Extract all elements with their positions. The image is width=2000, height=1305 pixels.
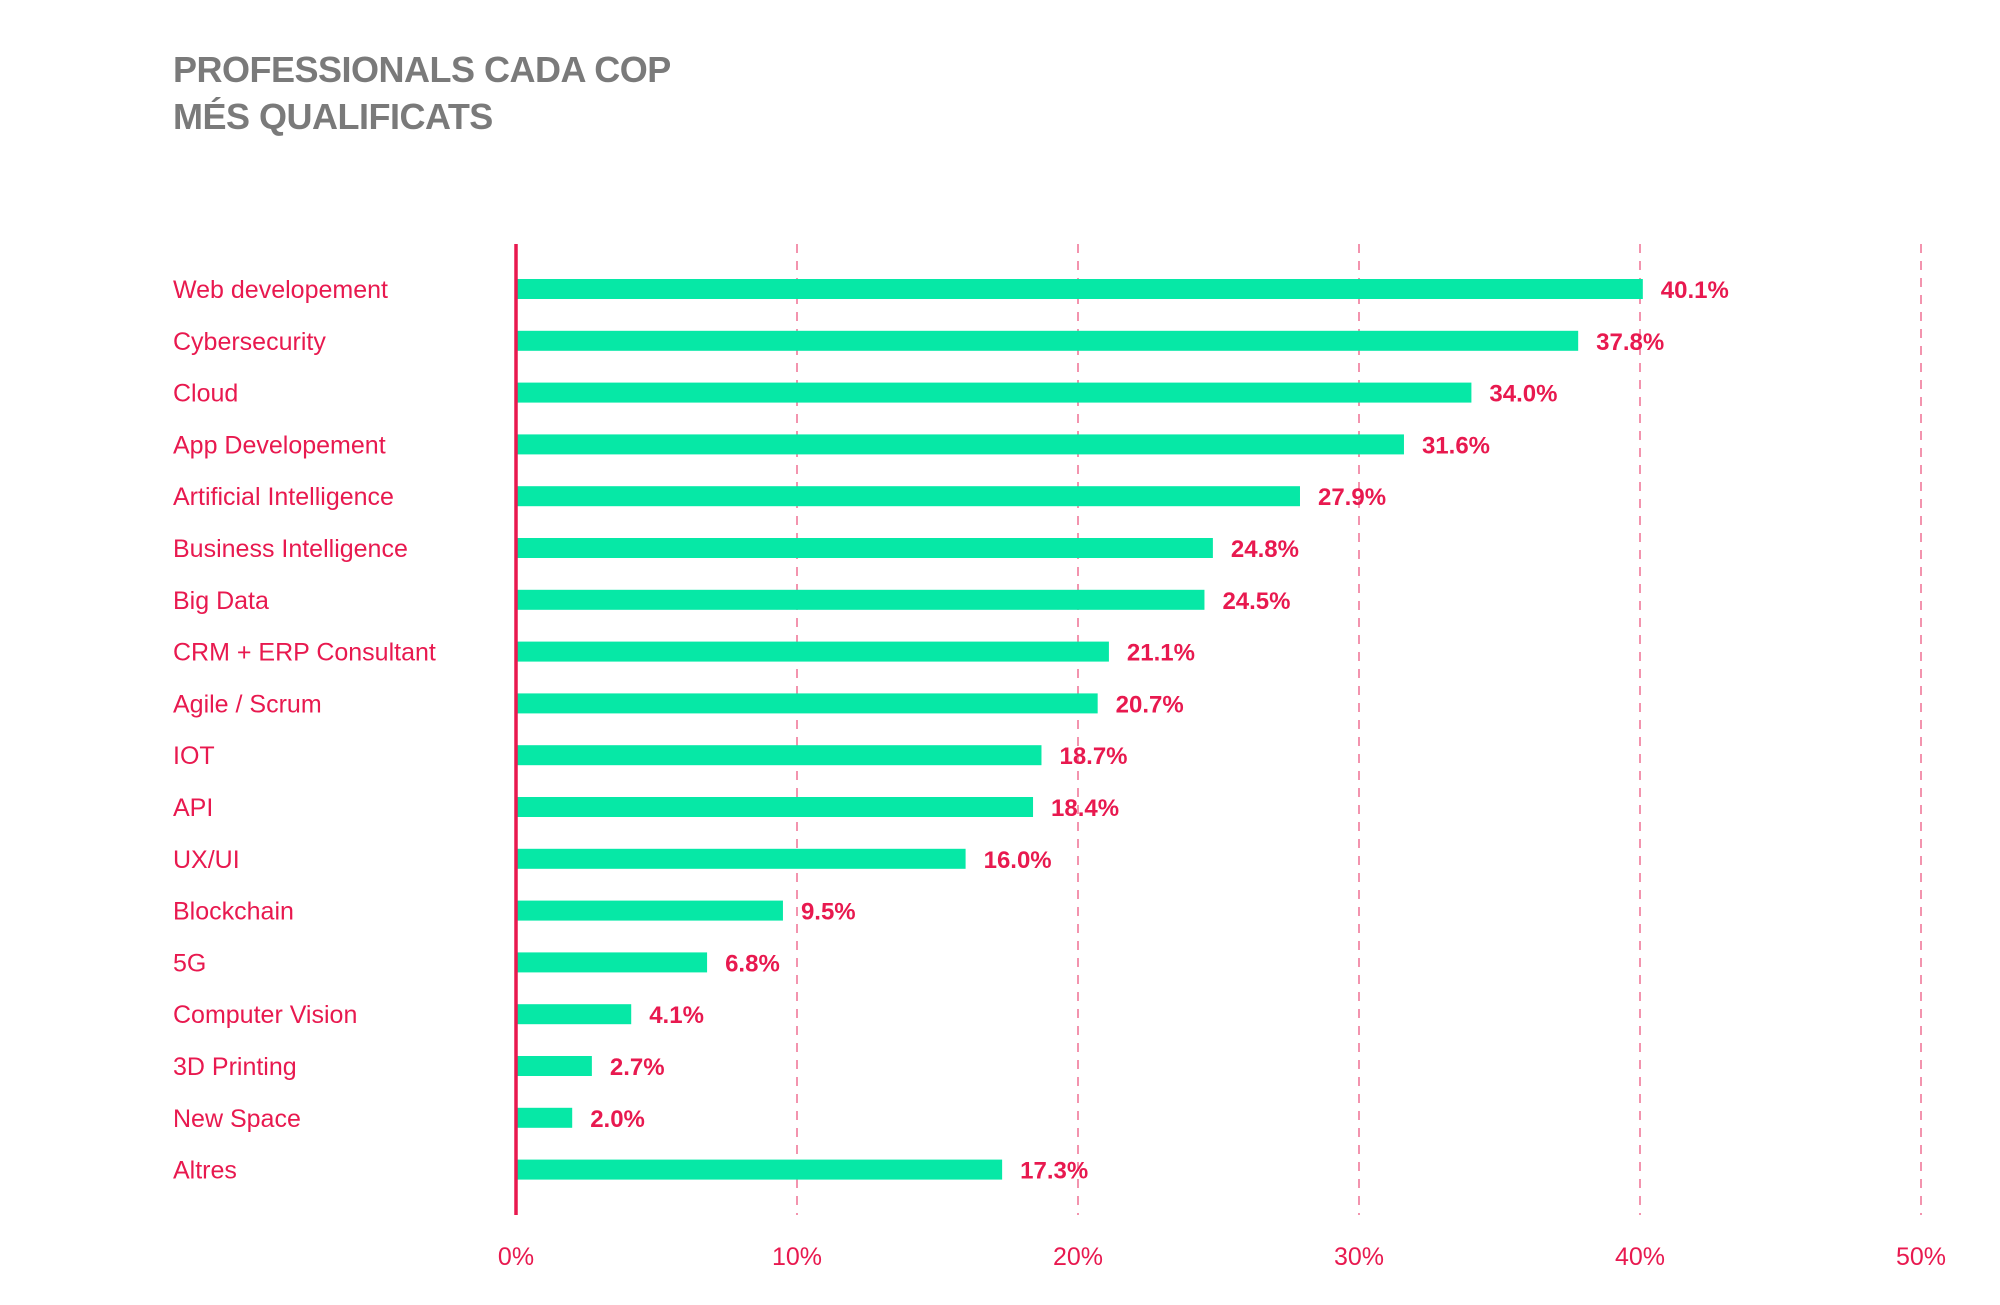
chart-title: PROFESSIONALS CADA COP MÉS QUALIFICATS bbox=[173, 46, 671, 140]
value-label: 37.8% bbox=[1596, 329, 1664, 356]
bar bbox=[516, 693, 1098, 714]
category-label: Blockchain bbox=[173, 898, 294, 926]
bar bbox=[516, 1004, 632, 1025]
category-label: New Space bbox=[173, 1105, 301, 1133]
category-label: API bbox=[173, 794, 213, 822]
bar bbox=[516, 900, 783, 921]
chart-title-line-2: MÉS QUALIFICATS bbox=[173, 96, 493, 137]
bar bbox=[516, 1056, 592, 1076]
x-tick-label: 0% bbox=[498, 1243, 534, 1271]
bar bbox=[516, 382, 1472, 403]
value-label: 34.0% bbox=[1489, 381, 1557, 408]
category-label: Cybersecurity bbox=[173, 328, 326, 356]
value-label: 24.5% bbox=[1222, 588, 1290, 615]
bar bbox=[516, 641, 1109, 662]
category-label: IOT bbox=[173, 742, 215, 770]
category-label: Web developement bbox=[173, 276, 388, 304]
value-label: 40.1% bbox=[1661, 277, 1729, 304]
value-label: 18.7% bbox=[1059, 743, 1127, 770]
category-label: Computer Vision bbox=[173, 1001, 357, 1029]
bar bbox=[516, 589, 1205, 610]
value-label: 2.0% bbox=[590, 1106, 645, 1133]
value-label: 2.7% bbox=[610, 1054, 665, 1081]
value-label: 24.8% bbox=[1231, 536, 1299, 563]
category-label: Artificial Intelligence bbox=[173, 483, 394, 511]
category-label: Altres bbox=[173, 1157, 237, 1185]
x-tick-label: 10% bbox=[772, 1243, 822, 1271]
x-tick-label: 40% bbox=[1615, 1243, 1665, 1271]
bar bbox=[516, 952, 708, 973]
grid-lines bbox=[796, 244, 1922, 1215]
bar bbox=[516, 1159, 1003, 1180]
bar bbox=[516, 745, 1042, 766]
bar bbox=[516, 848, 966, 869]
x-axis-tick-labels: 0% 10% 20% 30% 40% 50% bbox=[498, 1243, 1946, 1271]
category-label: 5G bbox=[173, 949, 206, 977]
value-label: 27.9% bbox=[1318, 484, 1386, 511]
chart-title-line-1: PROFESSIONALS CADA COP bbox=[173, 49, 671, 90]
value-label: 16.0% bbox=[984, 847, 1052, 874]
bar bbox=[516, 797, 1034, 817]
category-label: Business Intelligence bbox=[173, 535, 408, 563]
value-label: 21.1% bbox=[1127, 640, 1195, 667]
value-label: 31.6% bbox=[1422, 432, 1490, 459]
value-label: 6.8% bbox=[725, 950, 780, 977]
category-label: CRM + ERP Consultant bbox=[173, 639, 436, 667]
category-label: Cloud bbox=[173, 380, 238, 408]
x-tick-label: 30% bbox=[1334, 1243, 1384, 1271]
bar bbox=[516, 279, 1643, 299]
x-tick-label: 50% bbox=[1896, 1243, 1946, 1271]
value-label: 18.4% bbox=[1051, 795, 1119, 822]
bar bbox=[516, 538, 1213, 558]
value-label: 20.7% bbox=[1116, 691, 1184, 718]
bar bbox=[516, 434, 1404, 455]
x-tick-label: 20% bbox=[1053, 1243, 1103, 1271]
bars bbox=[516, 279, 1643, 1180]
category-label: App Developement bbox=[173, 431, 386, 459]
category-label: Agile / Scrum bbox=[173, 690, 322, 718]
value-label: 4.1% bbox=[649, 1002, 704, 1029]
value-labels: 40.1% 37.8% 34.0% 31.6% 27.9% 24.8% 24.5% 21.1%… bbox=[590, 277, 1729, 1185]
category-label: UX/UI bbox=[173, 846, 240, 874]
category-label: 3D Printing bbox=[173, 1053, 297, 1081]
category-label: Big Data bbox=[173, 587, 269, 615]
value-label: 9.5% bbox=[801, 899, 856, 926]
category-labels: Web developement Cybersecurity Cloud App De… bbox=[173, 276, 436, 1185]
bar bbox=[516, 486, 1300, 507]
bar bbox=[516, 330, 1579, 351]
bar bbox=[516, 1107, 573, 1128]
value-label: 17.3% bbox=[1020, 1158, 1088, 1185]
